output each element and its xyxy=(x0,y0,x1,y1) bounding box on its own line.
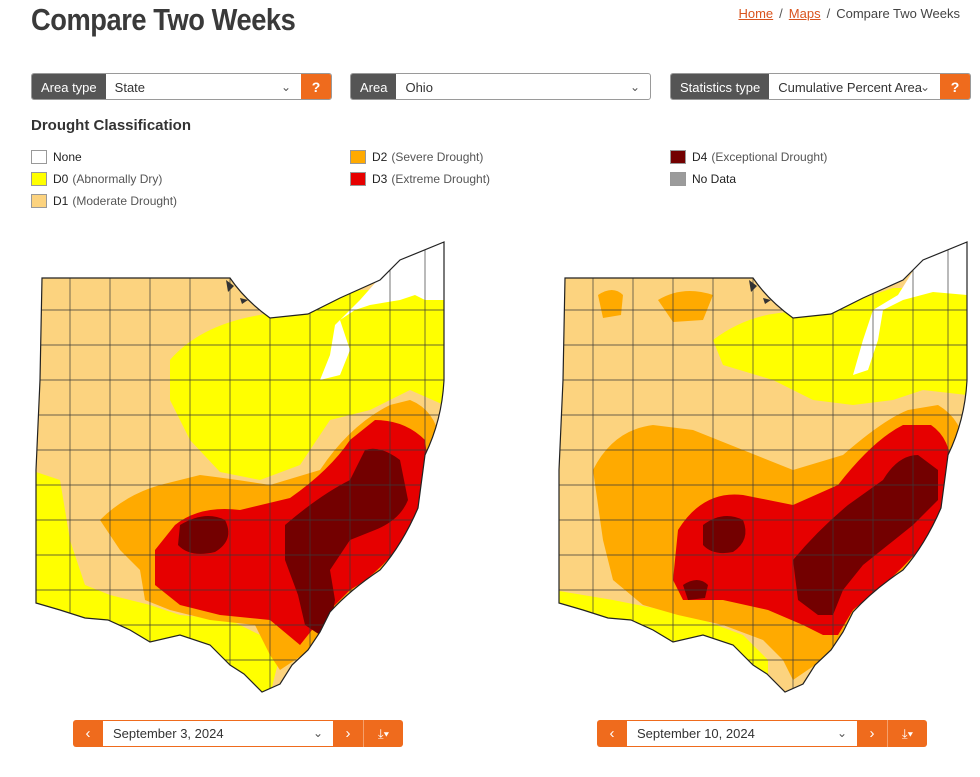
legend-code: D2 xyxy=(372,150,388,164)
date-control-week-2: ‹ September 10, 2024 ⌄ › ⤓▾ xyxy=(597,720,927,747)
ohio-outline xyxy=(35,241,445,693)
ohio-outline xyxy=(558,241,968,693)
legend-title: Drought Classification xyxy=(31,117,192,134)
breadcrumb: Home / Maps / Compare Two Weeks xyxy=(738,6,960,21)
drought-map-week-1 xyxy=(35,241,445,693)
legend-swatch xyxy=(670,172,686,186)
legend-desc: (Extreme Drought) xyxy=(391,172,491,186)
area-type-select[interactable]: Area type State ⌄ ? xyxy=(31,73,332,100)
breadcrumb-maps-link[interactable]: Maps xyxy=(788,6,821,21)
statistics-type-label: Statistics type xyxy=(671,74,770,99)
breadcrumb-separator: / xyxy=(779,6,783,21)
legend-code: No Data xyxy=(692,172,737,186)
legend-code: D4 xyxy=(692,150,708,164)
prev-week-button[interactable]: ‹ xyxy=(73,720,103,747)
date-control-week-1: ‹ September 3, 2024 ⌄ › ⤓▾ xyxy=(73,720,403,747)
legend-item-d2: D2 (Severe Drought) xyxy=(350,150,483,164)
area-select[interactable]: Area Ohio ⌄ xyxy=(350,73,651,100)
statistics-type-select[interactable]: Statistics type Cumulative Percent Area ⌄… xyxy=(670,73,971,100)
date-value: September 3, 2024 xyxy=(113,726,224,741)
date-select-week-1[interactable]: September 3, 2024 ⌄ xyxy=(103,720,333,747)
download-icon[interactable]: ⤓▾ xyxy=(887,720,927,747)
breadcrumb-current: Compare Two Weeks xyxy=(836,6,960,21)
chevron-down-icon: ⌄ xyxy=(836,726,847,740)
legend-desc: (Severe Drought) xyxy=(391,150,484,164)
chevron-down-icon: ⌄ xyxy=(629,80,640,94)
lake-erie-islands xyxy=(226,280,248,304)
next-week-button[interactable]: › xyxy=(333,720,363,747)
legend-swatch xyxy=(350,172,366,186)
legend-desc: (Abnormally Dry) xyxy=(72,172,163,186)
chevron-down-icon: ⌄ xyxy=(312,726,323,740)
legend-desc: (Exceptional Drought) xyxy=(711,150,828,164)
next-week-button[interactable]: › xyxy=(857,720,887,747)
legend-item-d0: D0 (Abnormally Dry) xyxy=(31,172,162,186)
legend-swatch xyxy=(350,150,366,164)
lake-erie-islands xyxy=(749,280,771,304)
county-borders xyxy=(36,242,444,692)
legend-code: D1 xyxy=(53,194,69,208)
chevron-down-icon: ⌄ xyxy=(280,80,291,94)
page-title: Compare Two Weeks xyxy=(31,2,296,37)
legend-item-d1: D1 (Moderate Drought) xyxy=(31,194,177,208)
legend-code: D0 xyxy=(53,172,69,186)
statistics-type-value-text: Cumulative Percent Area xyxy=(778,80,922,95)
legend-swatch xyxy=(31,194,47,208)
area-value[interactable]: Ohio ⌄ xyxy=(396,74,650,99)
date-select-week-2[interactable]: September 10, 2024 ⌄ xyxy=(627,720,857,747)
legend-code: None xyxy=(53,150,82,164)
breadcrumb-home-link[interactable]: Home xyxy=(738,6,774,21)
statistics-type-value[interactable]: Cumulative Percent Area ⌄ xyxy=(769,74,940,99)
legend-swatch xyxy=(670,150,686,164)
legend-item-d4: D4 (Exceptional Drought) xyxy=(670,150,827,164)
area-type-value[interactable]: State ⌄ xyxy=(106,74,301,99)
drought-map-week-2 xyxy=(558,241,968,693)
breadcrumb-separator: / xyxy=(826,6,831,21)
ohio-drought-areas xyxy=(36,242,444,692)
area-type-label: Area type xyxy=(32,74,106,99)
statistics-type-help-button[interactable]: ? xyxy=(940,74,970,99)
ohio-drought-areas xyxy=(559,242,967,692)
area-type-value-text: State xyxy=(114,80,146,95)
date-value: September 10, 2024 xyxy=(637,726,755,741)
legend-swatch xyxy=(31,150,47,164)
county-borders xyxy=(559,242,967,692)
legend-item-no-data: No Data xyxy=(670,172,740,186)
legend-code: D3 xyxy=(372,172,388,186)
download-icon[interactable]: ⤓▾ xyxy=(363,720,403,747)
chevron-down-icon: ⌄ xyxy=(919,80,930,94)
area-type-help-button[interactable]: ? xyxy=(301,74,331,99)
legend-item-none: None xyxy=(31,150,86,164)
legend-desc: (Moderate Drought) xyxy=(72,194,178,208)
area-value-text: Ohio xyxy=(405,80,433,95)
legend-swatch xyxy=(31,172,47,186)
legend-item-d3: D3 (Extreme Drought) xyxy=(350,172,490,186)
area-label: Area xyxy=(351,74,397,99)
prev-week-button[interactable]: ‹ xyxy=(597,720,627,747)
